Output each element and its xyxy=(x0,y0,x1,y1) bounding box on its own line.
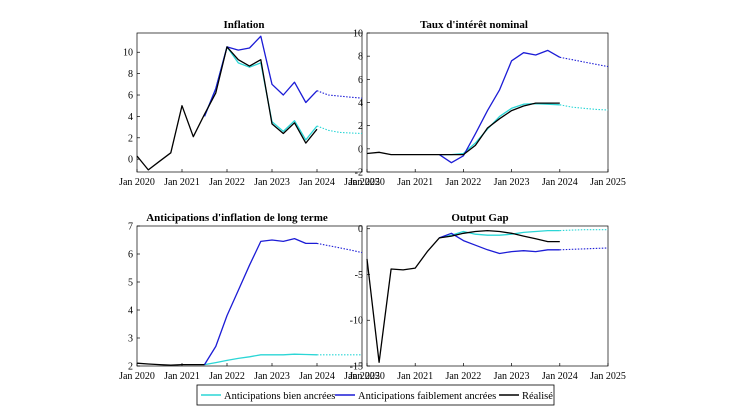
x-tick-label: Jan 2024 xyxy=(542,177,578,188)
panel-output-gap: Output Gap Jan 2020 Jan 2021 Jan 2022 Jan 2… xyxy=(349,212,626,382)
x-tick-label: Jan 2023 xyxy=(494,177,530,188)
y-tick-label: 2 xyxy=(128,362,133,373)
y-tick-label: 4 xyxy=(358,98,363,109)
series-line-faible xyxy=(439,232,560,255)
y-tick-label: 0 xyxy=(128,155,133,166)
x-tick-label: Jan 2022 xyxy=(209,371,245,382)
plot-frame xyxy=(136,225,363,367)
x-tick-label: Jan 2025 xyxy=(590,371,626,382)
x-tick-label: Jan 2021 xyxy=(164,177,200,188)
series-line-faible-forecast xyxy=(559,247,609,251)
y-tick-label: 10 xyxy=(123,48,133,59)
series-line-realise xyxy=(136,46,318,171)
series-line-bien xyxy=(439,103,560,156)
y-tick-label: 3 xyxy=(128,334,133,345)
y-tick-label: 6 xyxy=(128,91,133,102)
series-line-bien xyxy=(439,229,560,239)
legend-label-bien: Anticipations bien ancrées xyxy=(224,391,335,402)
chart-title: Taux d'intérêt nominal xyxy=(420,19,528,31)
series-line-realise xyxy=(366,102,560,156)
y-tick-label: 5 xyxy=(128,278,133,289)
x-tick-label: Jan 2021 xyxy=(164,371,200,382)
x-tick-label: Jan 2024 xyxy=(299,177,335,188)
plot-frame xyxy=(366,32,609,173)
series-line-realise xyxy=(366,229,560,363)
y-tick-label: 4 xyxy=(128,112,133,123)
x-tick-label: Jan 2022 xyxy=(445,177,481,188)
series-line-realise xyxy=(136,362,205,366)
x-tick-label: Jan 2022 xyxy=(445,371,481,382)
series-line-bien-forecast xyxy=(559,229,608,232)
y-tick-label: -2 xyxy=(355,168,363,179)
y-tick-label: -5 xyxy=(355,270,363,281)
y-tick-label: -10 xyxy=(350,316,363,327)
x-tick-label: Jan 2025 xyxy=(590,177,626,188)
x-tick-label: Jan 2023 xyxy=(254,371,290,382)
series-line-faible xyxy=(438,49,561,164)
series-line-bien-forecast xyxy=(316,125,363,135)
chart-title: Output Gap xyxy=(451,212,508,224)
x-tick-label: Jan 2021 xyxy=(397,371,433,382)
plot-frame xyxy=(366,225,609,367)
series-line-faible-forecast xyxy=(316,90,363,99)
y-tick-label: 7 xyxy=(128,222,133,233)
y-tick-label: 6 xyxy=(358,75,363,86)
legend: Anticipations bien ancrées Anticipations… xyxy=(196,384,555,406)
panel-anticipations-long-terme: Anticipations d'inflation de long terme … xyxy=(119,212,380,382)
series-line-bien-forecast xyxy=(559,104,609,111)
y-tick-label: 6 xyxy=(128,250,133,261)
panel-inflation: Inflation Jan 2020 Jan 2021 Jan 2022 Jan 20… xyxy=(119,19,380,188)
series-line-faible-forecast xyxy=(316,242,363,254)
chart-title: Anticipations d'inflation de long terme xyxy=(146,212,328,224)
y-tick-label: 2 xyxy=(358,121,363,132)
legend-label-realise: Réalisé xyxy=(522,391,553,402)
x-tick-label: Jan 2022 xyxy=(209,177,245,188)
series-line-bien xyxy=(204,353,318,366)
series-line-faible xyxy=(203,237,317,365)
x-tick-label: Jan 2020 xyxy=(119,371,155,382)
y-tick-label: 0 xyxy=(358,224,363,235)
x-tick-label: Jan 2023 xyxy=(254,177,290,188)
y-tick-label: 4 xyxy=(128,306,133,317)
x-tick-label: Jan 2025 xyxy=(344,371,380,382)
legend-label-faible: Anticipations faiblement ancrées xyxy=(358,391,496,402)
x-tick-label: Jan 2024 xyxy=(542,371,578,382)
x-tick-label: Jan 2023 xyxy=(494,371,530,382)
y-tick-label: 8 xyxy=(358,52,363,63)
x-tick-label: Jan 2025 xyxy=(344,177,380,188)
legend-box xyxy=(196,384,555,406)
y-tick-label: -15 xyxy=(350,362,363,373)
panel-taux-interet: Taux d'intérêt nominal Jan 2020 Jan 2021 J… xyxy=(349,19,626,188)
x-tick-label: Jan 2020 xyxy=(119,177,155,188)
chart-title: Inflation xyxy=(224,19,265,31)
y-tick-label: 8 xyxy=(128,69,133,80)
x-tick-label: Jan 2020 xyxy=(349,177,385,188)
series-line-faible xyxy=(203,35,318,117)
x-tick-label: Jan 2024 xyxy=(299,371,335,382)
y-tick-label: 10 xyxy=(353,29,363,40)
y-tick-label: 2 xyxy=(128,133,133,144)
y-tick-label: 0 xyxy=(358,144,363,155)
x-tick-label: Jan 2020 xyxy=(349,371,385,382)
x-tick-label: Jan 2021 xyxy=(397,177,433,188)
series-line-faible-forecast xyxy=(559,56,609,68)
plot-frame xyxy=(136,32,363,173)
